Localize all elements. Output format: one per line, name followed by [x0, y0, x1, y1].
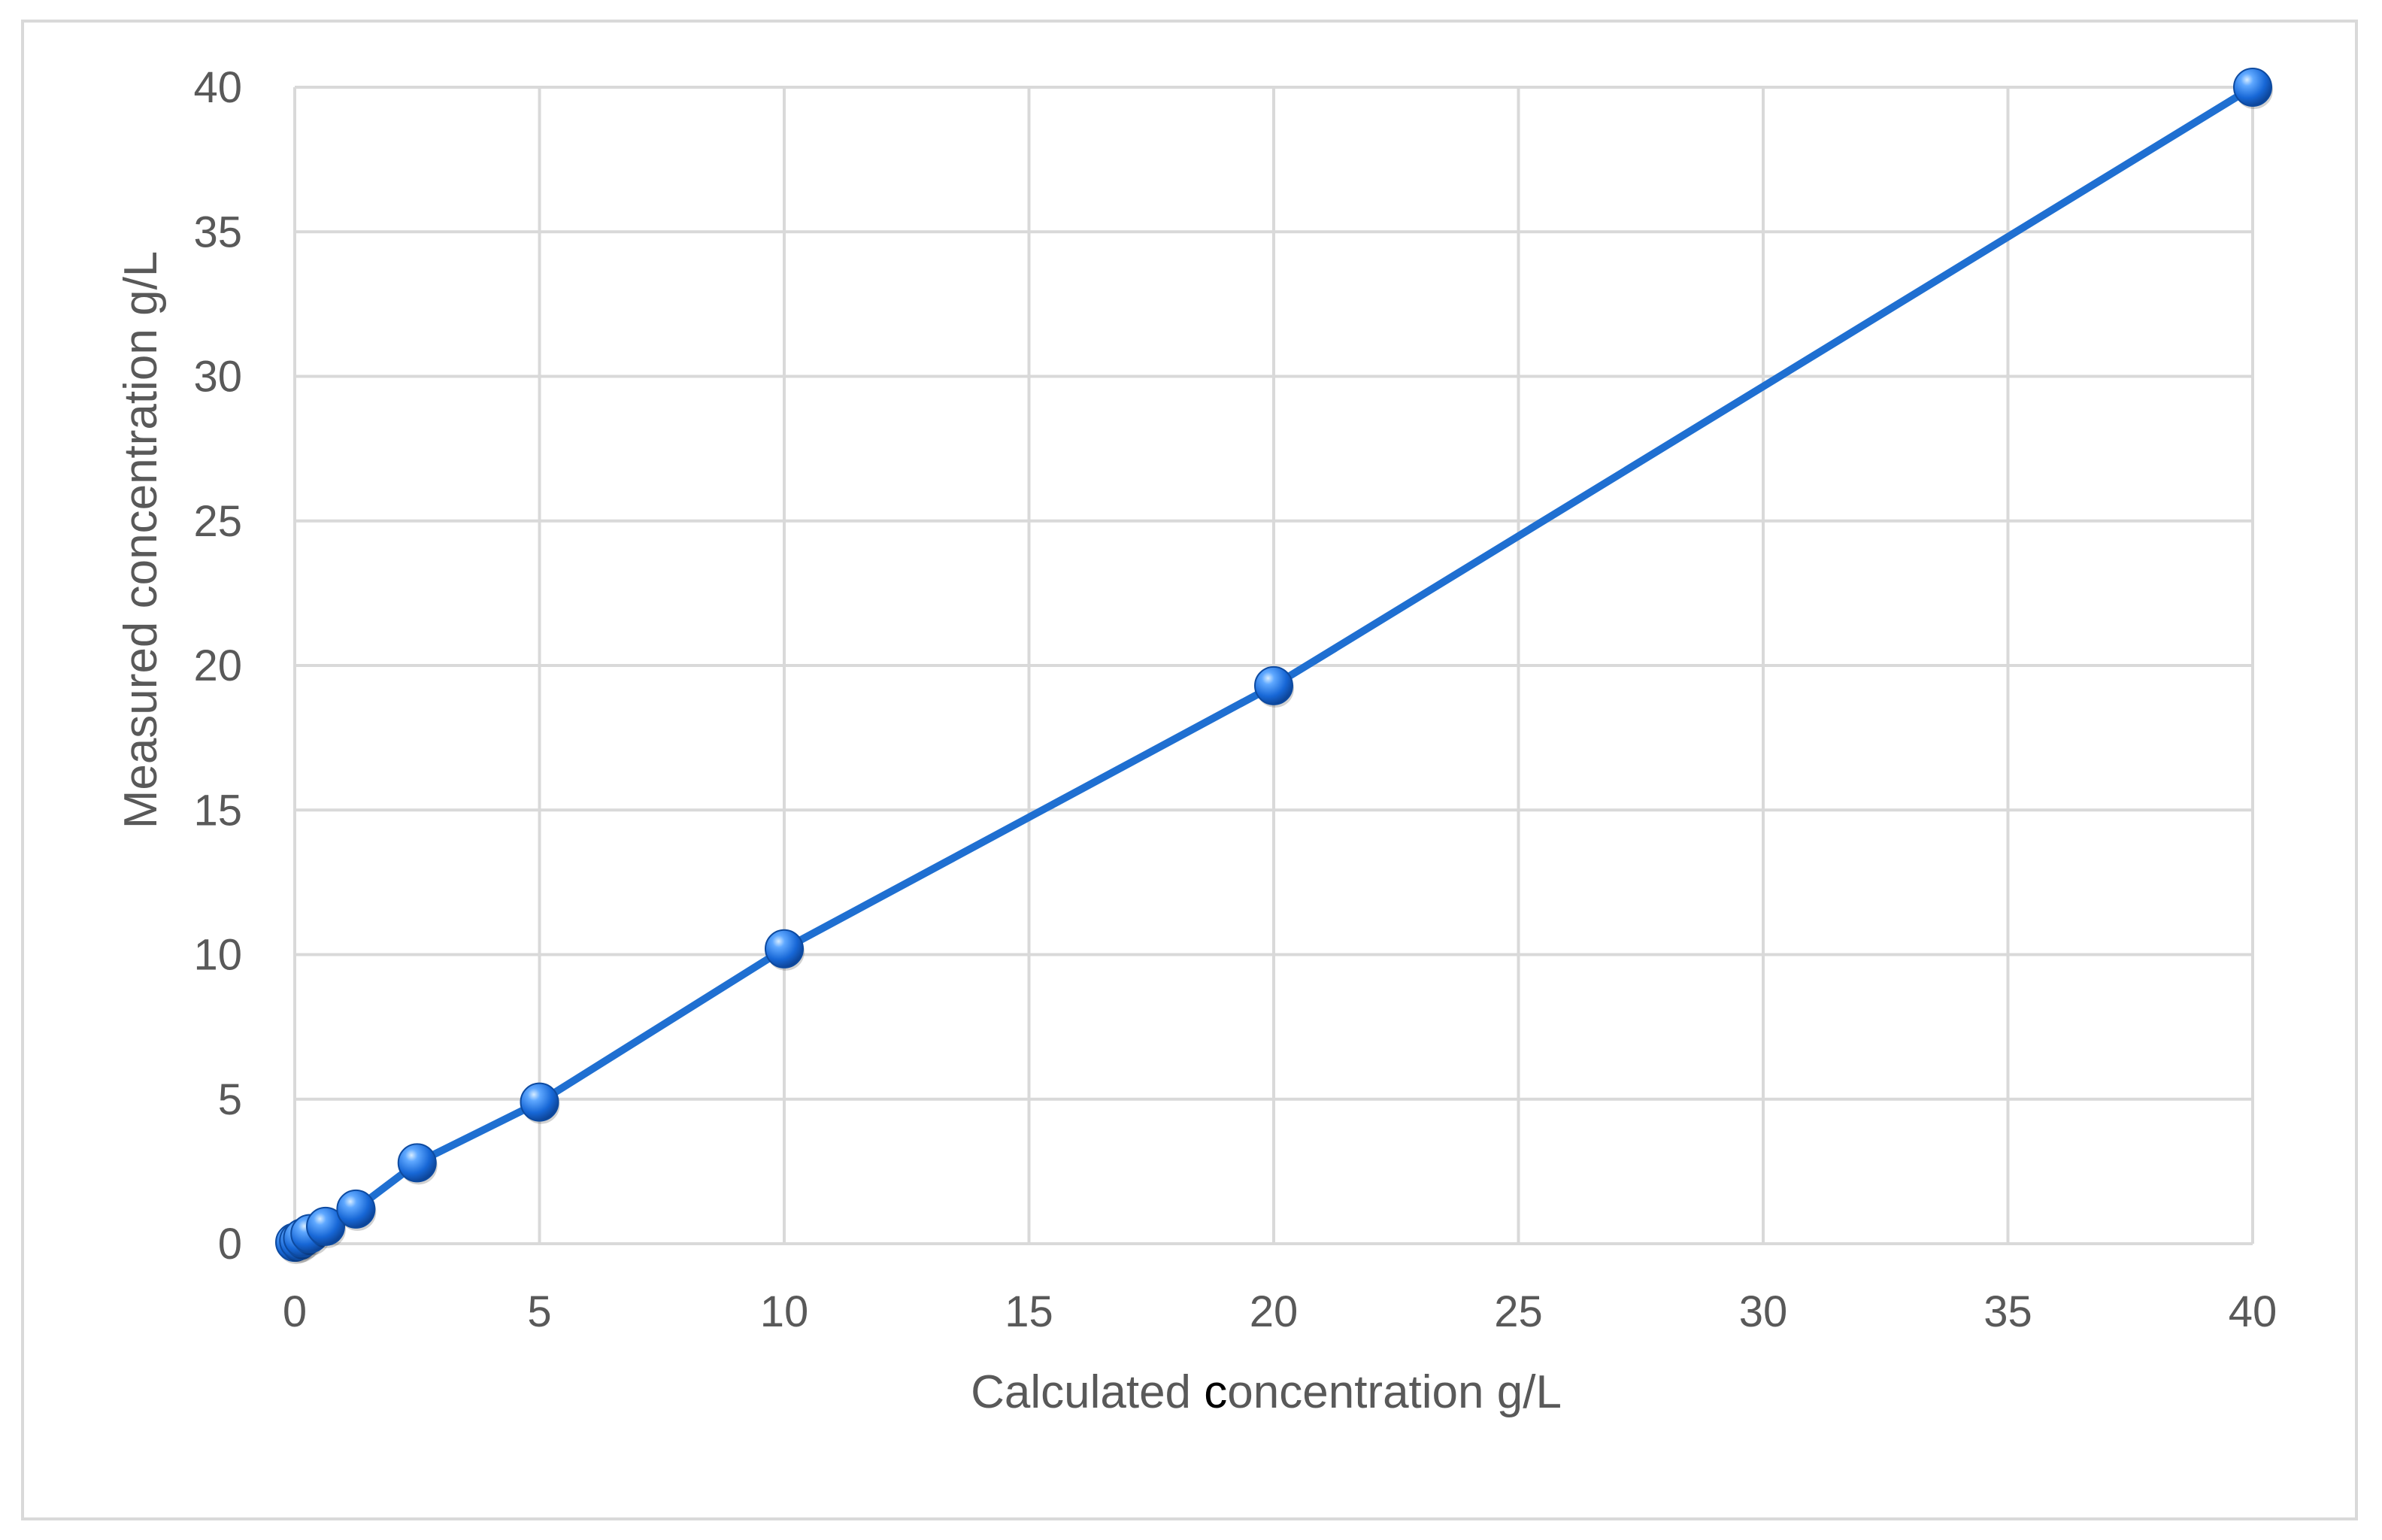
y-tick-label-25: 25 — [193, 497, 242, 546]
x-tick-label-35: 35 — [1983, 1287, 2032, 1336]
y-tick-label-5: 5 — [218, 1075, 242, 1124]
tick-labels: 0 5 10 15 20 25 30 35 40 0 5 10 15 20 25 30 35 40 — [193, 63, 2277, 1336]
y-tick-label-30: 30 — [193, 353, 242, 402]
x-axis-title: Calculated concentration g/L — [971, 1366, 1562, 1418]
x-tick-label-40: 40 — [2229, 1287, 2277, 1336]
x-tick-label-10: 10 — [760, 1287, 809, 1336]
y-axis-title: Measured concentration g/L — [115, 251, 167, 829]
chart-frame — [21, 20, 2358, 1520]
data-point-4 — [306, 1206, 346, 1246]
x-axis-title-part-0: Calculated — [971, 1366, 1204, 1418]
y-tick-label-15: 15 — [193, 786, 242, 835]
x-tick-label-20: 20 — [1250, 1287, 1299, 1336]
data-point-6 — [397, 1143, 437, 1183]
y-tick-label-20: 20 — [193, 641, 242, 690]
y-tick-label-35: 35 — [193, 208, 242, 256]
x-tick-label-0: 0 — [283, 1287, 307, 1336]
x-tick-label-25: 25 — [1494, 1287, 1543, 1336]
data-series — [275, 68, 2273, 1265]
x-axis-title-part-1: c — [1204, 1366, 1227, 1418]
y-tick-label-40: 40 — [193, 63, 242, 112]
y-tick-label-10: 10 — [193, 931, 242, 980]
x-axis-title-part-2: oncentration g/L — [1227, 1366, 1562, 1418]
x-tick-label-5: 5 — [527, 1287, 551, 1336]
x-tick-label-15: 15 — [1005, 1287, 1053, 1336]
data-point-10 — [2233, 68, 2272, 107]
data-point-8 — [765, 929, 804, 969]
data-point-5 — [336, 1189, 376, 1229]
y-tick-label-0: 0 — [218, 1220, 242, 1269]
data-point-7 — [520, 1082, 559, 1122]
x-tick-label-30: 30 — [1739, 1287, 1788, 1336]
data-point-9 — [1254, 665, 1293, 705]
gridlines — [293, 86, 2254, 1245]
